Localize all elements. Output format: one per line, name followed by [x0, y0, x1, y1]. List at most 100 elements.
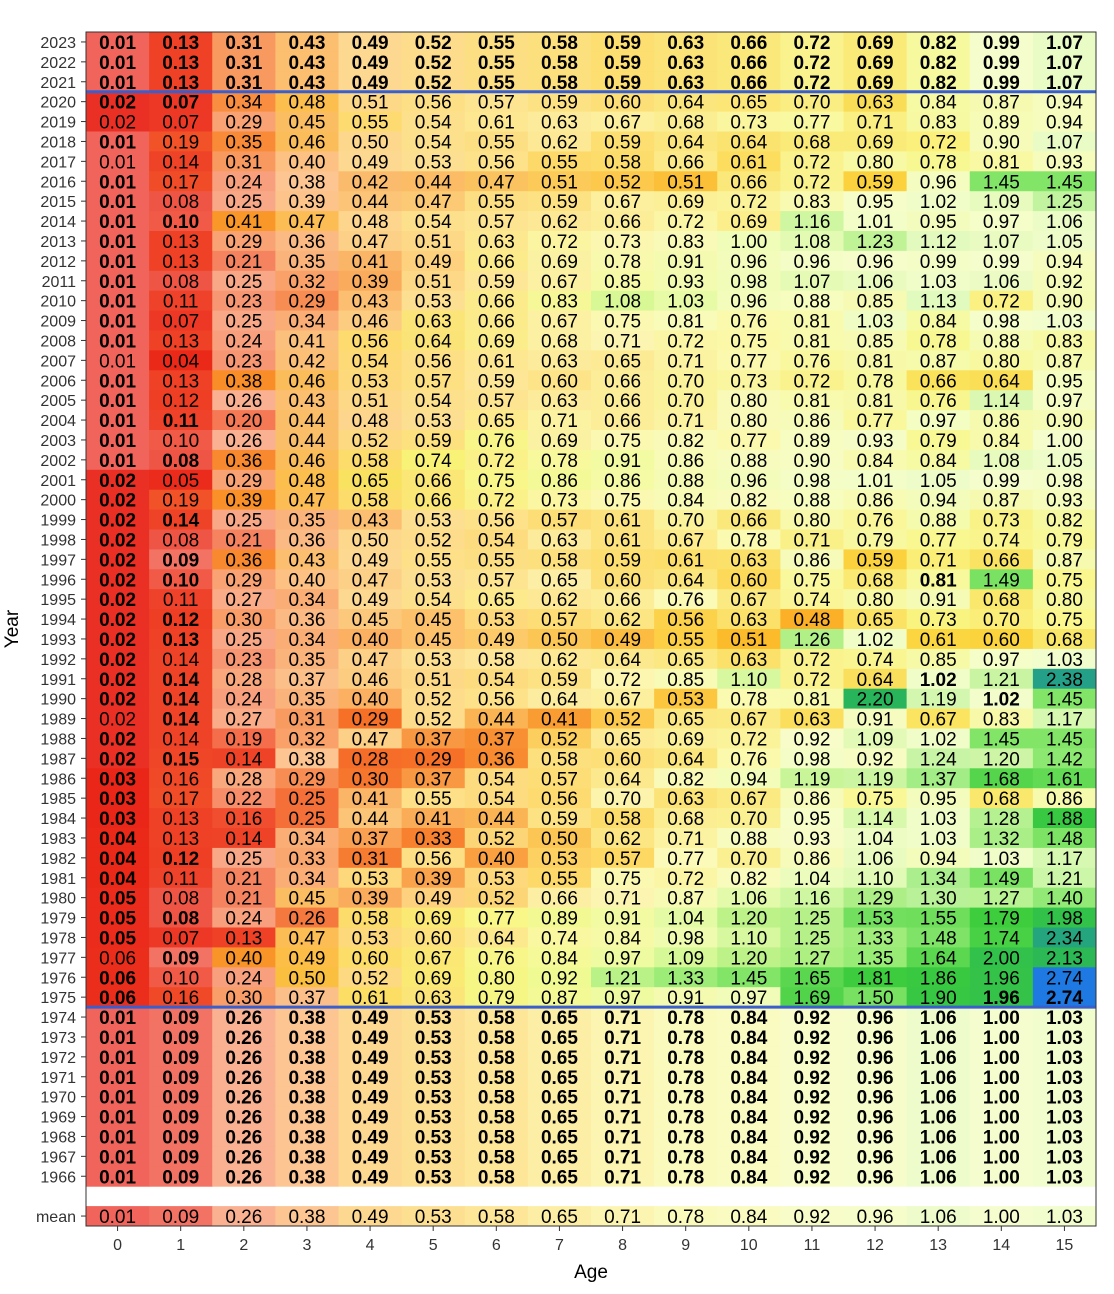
- cell-value-label: 0.84: [730, 1147, 767, 1168]
- cell-value-label: 0.58: [478, 1167, 515, 1188]
- cell-value-label: 0.68: [983, 789, 1020, 810]
- heatmap-cell: [338, 867, 403, 889]
- cell-value-label: 0.78: [604, 252, 641, 273]
- heatmap-cell: [338, 629, 403, 650]
- cell-value-label: 0.86: [793, 550, 830, 571]
- heatmap-cell: [843, 748, 908, 769]
- heatmap-cell: [338, 509, 403, 530]
- cell-value-label: 0.30: [225, 988, 262, 1009]
- cell-value-label: 0.55: [667, 630, 704, 651]
- heatmap-cell: [969, 330, 1034, 351]
- heatmap-cell: [969, 529, 1034, 550]
- heatmap-cell: [591, 927, 655, 948]
- heatmap-cell: [1032, 569, 1097, 590]
- heatmap-cell: [843, 808, 908, 829]
- cell-value-label: 1.16: [793, 889, 830, 910]
- heatmap-cell: [275, 211, 340, 232]
- heatmap-cell: [527, 509, 592, 530]
- heatmap-cell: [401, 1146, 466, 1167]
- cell-value-label: 0.66: [667, 152, 704, 173]
- cell-value-label: 1.21: [1046, 869, 1083, 890]
- cell-value-label: 0.61: [730, 152, 767, 173]
- cell-value-label: 0.96: [857, 1207, 894, 1228]
- heatmap-cell: [906, 947, 971, 968]
- heatmap-cell: [527, 589, 592, 610]
- cell-value-label: 0.31: [225, 152, 262, 173]
- cell-value-label: 1.08: [604, 292, 641, 313]
- heatmap-cell: [906, 987, 971, 1008]
- heatmap-cell: [717, 390, 781, 411]
- cell-value-label: 0.66: [604, 371, 641, 392]
- cell-value-label: 0.19: [162, 491, 199, 512]
- cell-value-label: 0.82: [667, 431, 704, 452]
- heatmap-cell: [843, 370, 908, 391]
- heatmap-cell: [86, 370, 150, 391]
- cell-value-label: 0.87: [983, 93, 1020, 114]
- heatmap-cell: [86, 211, 150, 232]
- cell-value-label: 0.63: [667, 53, 704, 74]
- heatmap-cell: [527, 151, 592, 172]
- heatmap-cell: [591, 1066, 655, 1088]
- heatmap-cell: [527, 828, 592, 849]
- cell-value-label: 0.04: [99, 869, 136, 890]
- heatmap-cell: [843, 668, 908, 690]
- heatmap-cell: [717, 370, 781, 391]
- cell-value-label: 0.67: [541, 272, 578, 293]
- cell-value-label: 0.99: [983, 252, 1020, 273]
- cell-value-label: 0.52: [478, 829, 515, 850]
- cell-value-label: 0.98: [793, 471, 830, 492]
- cell-value-label: 1.53: [857, 909, 894, 930]
- heatmap-cell: [401, 987, 466, 1008]
- heatmap-cell: [906, 270, 971, 292]
- heatmap-cell: [527, 1166, 592, 1187]
- heatmap-cell: [275, 231, 340, 252]
- heatmap-cell: [464, 1106, 529, 1127]
- heatmap-cell: [906, 1086, 971, 1108]
- cell-value-label: 0.58: [604, 809, 641, 830]
- heatmap-cell: [527, 549, 592, 570]
- heatmap-cell: [780, 290, 845, 312]
- heatmap-cell: [969, 828, 1034, 849]
- cell-value-label: 0.52: [478, 889, 515, 910]
- cell-value-label: 0.35: [288, 511, 325, 532]
- cell-value-label: 0.63: [793, 710, 830, 731]
- cell-value-label: 0.60: [604, 749, 641, 770]
- cell-value-label: 0.86: [793, 789, 830, 810]
- cell-value-label: 0.96: [857, 1167, 894, 1188]
- heatmap-cell: [906, 748, 971, 769]
- y-tick-label: 2019: [40, 115, 76, 132]
- cell-value-label: 0.25: [225, 312, 262, 333]
- heatmap-cell: [906, 668, 971, 690]
- x-tick-label: 14: [992, 1237, 1010, 1254]
- cell-value-label: 0.70: [667, 391, 704, 412]
- cell-value-label: 0.02: [99, 749, 136, 770]
- cell-value-label: 0.99: [983, 73, 1020, 94]
- cell-value-label: 1.27: [983, 889, 1020, 910]
- heatmap-cell: [1032, 1027, 1097, 1048]
- heatmap-cell: [401, 1066, 466, 1088]
- cell-value-label: 0.67: [730, 710, 767, 731]
- cell-value-label: 0.07: [162, 113, 199, 134]
- heatmap-cell: [843, 529, 908, 550]
- heatmap-cell: [591, 32, 655, 53]
- heatmap-cell: [591, 748, 655, 769]
- cell-value-label: 0.73: [730, 113, 767, 134]
- cell-value-label: 0.14: [162, 152, 199, 173]
- heatmap-cell: [591, 310, 655, 331]
- cell-value-label: 0.70: [730, 849, 767, 870]
- heatmap-cell: [212, 250, 276, 272]
- heatmap-cell: [780, 788, 845, 809]
- heatmap-cell: [654, 131, 718, 152]
- heatmap-cell: [969, 489, 1034, 511]
- heatmap-cell: [654, 887, 718, 909]
- cell-value-label: 0.40: [288, 152, 325, 173]
- heatmap-cell: [906, 768, 971, 789]
- cell-value-label: 1.55: [920, 909, 957, 930]
- cell-value-label: 1.45: [730, 968, 767, 989]
- cell-value-label: 1.00: [983, 1088, 1020, 1109]
- heatmap-cell: [780, 728, 845, 749]
- heatmap-cell: [843, 390, 908, 411]
- y-tick-label: 1980: [40, 891, 76, 908]
- cell-value-label: 0.56: [415, 93, 452, 114]
- cell-value-label: 0.22: [225, 789, 262, 810]
